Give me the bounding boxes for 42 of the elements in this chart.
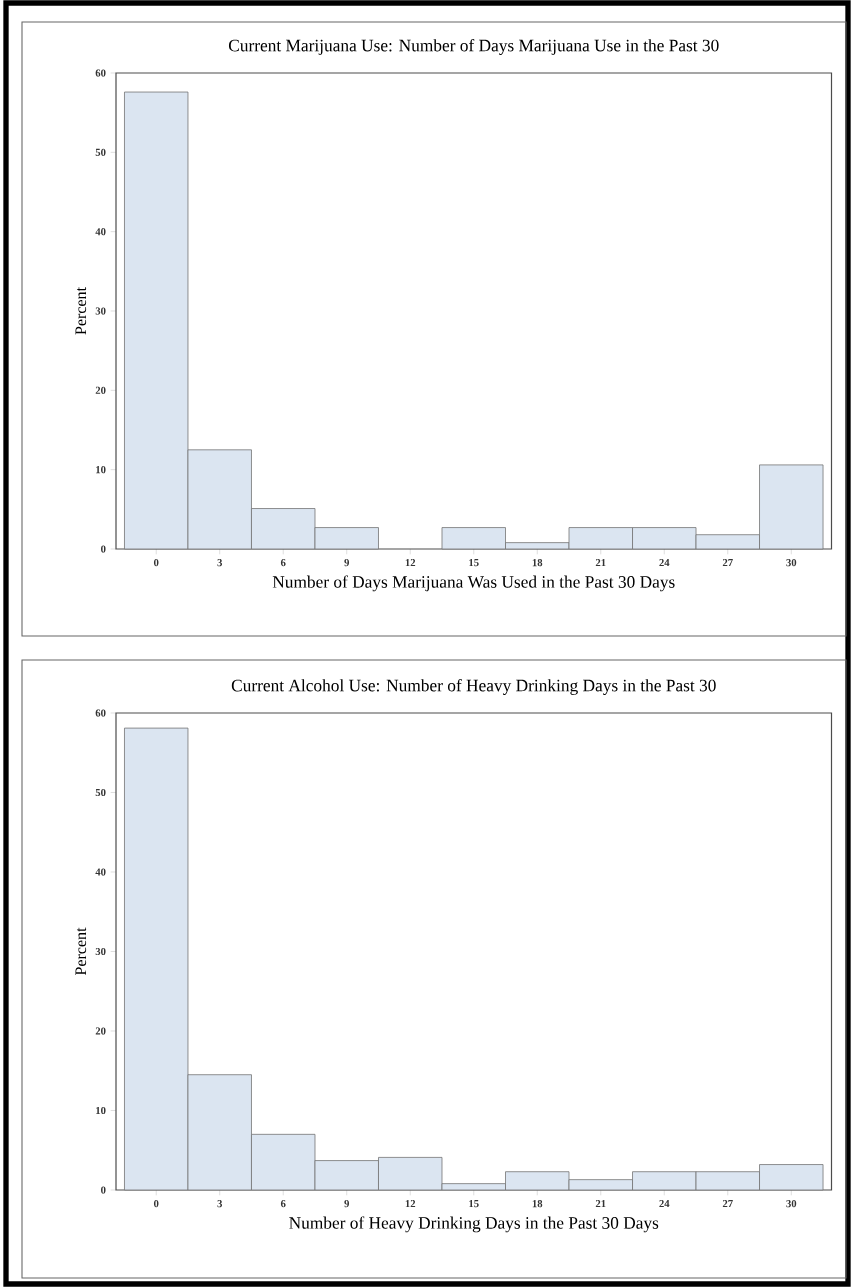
y-tick-label: 50 (95, 148, 106, 156)
y-tick-label: 60 (95, 709, 106, 717)
x-tick-label: 9 (344, 1200, 350, 1208)
x-tick-label: 27 (722, 559, 733, 567)
x-tick-label: 27 (722, 1200, 733, 1208)
y-tick-label: 50 (95, 788, 106, 797)
x-tick-label: 12 (405, 1200, 416, 1208)
y-tick-label: 20 (95, 386, 106, 394)
x-tick-label: 0 (153, 559, 159, 567)
x-tick-label: 24 (659, 1200, 670, 1208)
x-axis-title: Number of Heavy Drinking Days in the Past 30 Days (289, 1216, 659, 1233)
x-tick-label: 6 (280, 1200, 286, 1208)
y-tick-label: 0 (101, 1186, 106, 1194)
x-tick-label: 30 (786, 1200, 797, 1208)
x-tick-label: 24 (659, 559, 670, 567)
y-axis-title: Percent (75, 287, 87, 335)
x-tick-label: 3 (217, 559, 223, 567)
x-tick-label: 30 (786, 559, 797, 567)
y-tick-label: 30 (95, 307, 106, 315)
chart-title: Current Marijuana Use: Number of Days Marijuana Use in the Past 30 (228, 39, 719, 55)
x-axis-title: Number of Days Marijuana Was Used in the Past 30 Days (272, 575, 675, 592)
y-tick-label: 40 (95, 228, 106, 236)
x-tick-label: 9 (344, 559, 350, 567)
x-tick-label: 18 (532, 559, 543, 567)
y-tick-label: 10 (96, 1106, 106, 1115)
x-tick-label: 6 (280, 559, 286, 567)
x-tick-label: 3 (217, 1200, 223, 1208)
x-tick-label: 21 (595, 559, 606, 567)
y-tick-label: 30 (95, 947, 106, 956)
x-tick-label: 15 (469, 1200, 479, 1208)
y-tick-label: 60 (95, 69, 106, 77)
y-tick-label: 20 (95, 1027, 106, 1035)
y-tick-label: 10 (96, 466, 106, 474)
x-tick-label: 18 (532, 1200, 543, 1208)
y-tick-label: 40 (95, 868, 106, 876)
x-tick-label: 21 (595, 1200, 606, 1208)
chart-title: Current Alcohol Use: Number of Heavy Drinking Days in the Past 30 (231, 679, 716, 695)
x-tick-label: 0 (153, 1200, 159, 1208)
x-tick-label: 12 (405, 559, 416, 567)
y-tick-label: 0 (101, 545, 106, 553)
y-axis-title: Percent (75, 927, 87, 976)
x-tick-label: 15 (469, 559, 479, 567)
